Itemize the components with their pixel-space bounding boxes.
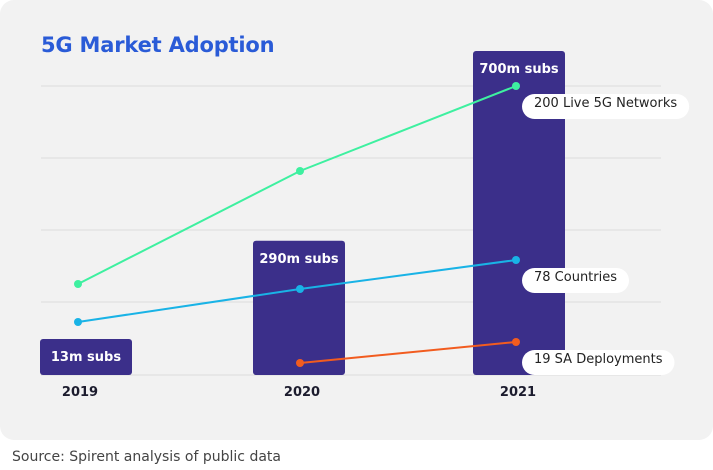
series-lines	[74, 82, 520, 367]
bar-2020	[253, 240, 345, 375]
pill-countries	[522, 268, 630, 293]
point-countries-2019	[74, 318, 82, 326]
x-tick-2020: 2020	[284, 385, 320, 400]
point-live_networks-2021	[512, 82, 520, 90]
point-live_networks-2019	[74, 280, 82, 288]
x-tick-2021: 2021	[500, 385, 536, 400]
bar-label-2021: 700m subs	[479, 62, 559, 77]
bar-2019	[40, 339, 132, 375]
bar-label-2020: 290m subs	[259, 252, 339, 267]
point-sa_deployments-2020	[296, 359, 304, 367]
label-countries: 78 Countries	[534, 270, 617, 285]
pill-sa_deployments	[522, 350, 675, 375]
point-countries-2020	[296, 285, 304, 293]
point-sa_deployments-2021	[512, 338, 520, 346]
x-axis: 2019 2020 2021	[62, 385, 536, 400]
label-live_networks: 200 Live 5G Networks	[534, 96, 677, 111]
source-note: Source: Spirent analysis of public data	[12, 449, 281, 465]
chart-title: 5G Market Adoption	[41, 33, 275, 57]
x-tick-2019: 2019	[62, 385, 98, 400]
label-sa_deployments: 19 SA Deployments	[534, 352, 663, 367]
point-live_networks-2020	[296, 167, 304, 175]
bar-2021	[473, 51, 565, 375]
bars: 13m subs 290m subs 700m subs	[40, 51, 565, 375]
point-countries-2021	[512, 256, 520, 264]
pill-live_networks	[522, 94, 690, 119]
series-labels: 200 Live 5G Networks 78 Countries 19 SA De…	[522, 94, 690, 375]
bar-label-2019: 13m subs	[51, 350, 121, 365]
line-sa_deployments	[299, 341, 517, 364]
chart-area: 13m subs 290m subs 700m subs 200 Live 5G N…	[40, 51, 690, 400]
gridlines	[41, 85, 661, 376]
